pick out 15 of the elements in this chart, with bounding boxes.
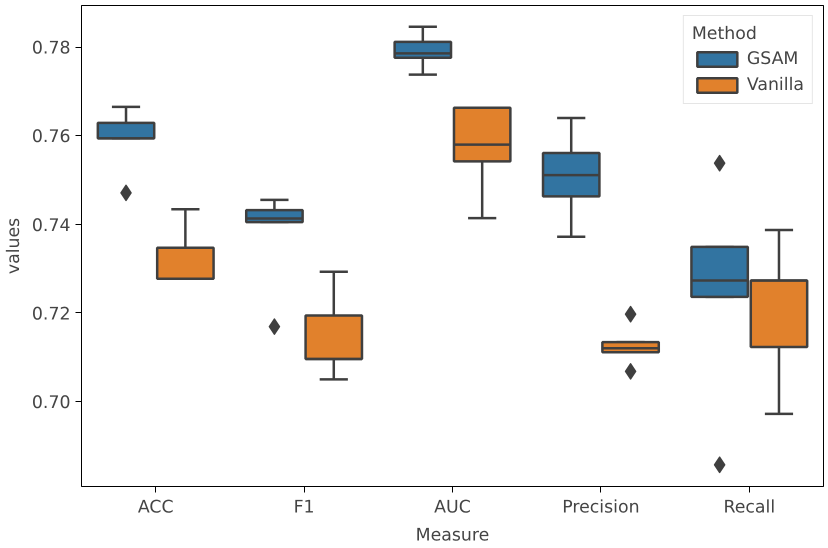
y-tick-label: 0.78 (32, 38, 71, 59)
y-axis-title: values (4, 218, 24, 274)
y-tick-label: 0.74 (32, 216, 71, 236)
legend-title: Method (692, 24, 758, 44)
x-tick-label: Precision (562, 498, 640, 518)
x-axis-title: Measure (416, 526, 490, 546)
x-tick-label: AUC (434, 498, 471, 518)
x-tick-label: Recall (723, 498, 776, 518)
y-tick-label: 0.70 (32, 392, 71, 413)
legend-label: GSAM (746, 49, 798, 69)
x-tick-label: ACC (138, 498, 174, 518)
x-tick-label: F1 (294, 498, 315, 518)
legend-label: Vanilla (746, 75, 804, 95)
y-tick-label: 0.72 (32, 304, 71, 324)
y-tick-label: 0.76 (32, 127, 71, 148)
